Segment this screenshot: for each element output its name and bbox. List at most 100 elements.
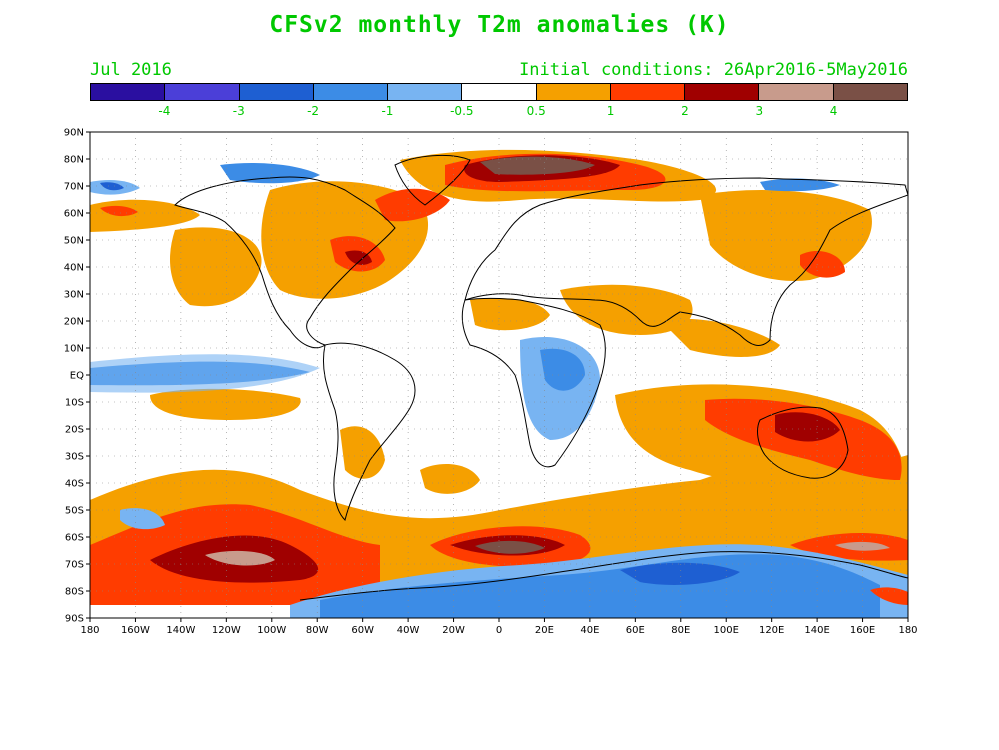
color-scale-tick-label: 1 (606, 104, 615, 118)
longitude-labels: 180 160W 140W 120W 100W 80W 60W 40W 20W 0 20E 40E 60… (80, 625, 917, 636)
anomaly-region (660, 318, 780, 357)
latitude-label: 50N (64, 236, 84, 247)
graticule (86, 131, 909, 622)
latitude-labels: 90N 80N 70N 60N 50N 40N 30N 20N 10N EQ 10S 20S 30S 40… (64, 128, 84, 625)
coastline-australia (757, 406, 849, 479)
color-swatch (312, 84, 388, 100)
color-swatch (164, 84, 239, 100)
anomaly-region (120, 508, 165, 530)
anomaly-region (90, 354, 320, 393)
coastline-antarctica (299, 551, 908, 601)
coastlines (174, 155, 908, 601)
latitude-label: 50S (65, 506, 84, 517)
anomaly-region (775, 412, 840, 442)
latitude-label: 40S (65, 479, 84, 490)
anomaly-region (100, 205, 138, 217)
coastline-europe-asia (464, 177, 908, 346)
latitude-label: 20S (65, 425, 84, 436)
latitude-label: 80S (65, 587, 84, 598)
initial-conditions: Initial conditions: 26Apr2016-5May2016 (519, 60, 908, 80)
color-swatch (91, 84, 165, 100)
latitude-label: 30N (64, 290, 84, 301)
latitude-label: 70S (65, 560, 84, 571)
longitude-label: 100W (257, 625, 286, 636)
latitude-label: 60N (64, 209, 84, 220)
color-scale-tick-label: -4 (158, 104, 171, 118)
longitude-label: 160E (850, 625, 875, 636)
anomaly-region (870, 587, 908, 605)
color-swatch (832, 84, 907, 100)
longitude-label: 120E (759, 625, 784, 636)
anomaly-region (205, 550, 275, 566)
anomaly-region (345, 250, 372, 265)
anomaly-field (90, 149, 908, 618)
anomaly-region (320, 554, 880, 618)
coastline-south-america (322, 342, 416, 521)
longitude-label: 140W (166, 625, 195, 636)
color-scale-tick-label: -1 (381, 104, 394, 118)
anomaly-region (220, 163, 320, 184)
latitude-label: 90S (65, 614, 84, 625)
anomaly-region (170, 227, 262, 307)
color-swatch (387, 84, 462, 100)
color-scale-tick-label: 0.5 (526, 104, 546, 118)
anomaly-region (540, 348, 585, 391)
map-title: CFSv2 monthly T2m anomalies (K) (269, 12, 730, 38)
anomaly-region (560, 284, 693, 335)
coastline-greenland (394, 155, 471, 206)
color-swatch (609, 84, 685, 100)
coastline-africa (461, 298, 606, 468)
color-scale-tick-label: 3 (755, 104, 764, 118)
color-scale-tick-label: -2 (307, 104, 320, 118)
longitude-label: 80W (306, 625, 329, 636)
longitude-label: 20E (535, 625, 554, 636)
anomaly-region (150, 388, 301, 420)
longitude-label: 0 (496, 625, 502, 636)
latitude-label: 10N (64, 344, 84, 355)
longitude-label: 60W (351, 625, 374, 636)
longitude-label: 60E (626, 625, 645, 636)
anomaly-region (480, 156, 595, 175)
anomaly-region (800, 251, 845, 278)
color-swatch (684, 84, 759, 100)
color-scale-tick-label: -3 (232, 104, 245, 118)
color-scale-labels: -4 -3 -2 -1 -0.5 0.5 1 2 3 4 (90, 104, 908, 120)
anomaly-region (620, 562, 740, 585)
longitude-label: 80E (671, 625, 690, 636)
color-scale-tick-label: 4 (829, 104, 838, 118)
latitude-label: 10S (65, 398, 84, 409)
anomaly-region (340, 426, 385, 479)
color-swatch (461, 84, 536, 100)
color-scale-bar (90, 83, 908, 101)
anomaly-region (760, 178, 840, 192)
coastline-north-america (174, 176, 396, 349)
longitude-label: 20W (442, 625, 465, 636)
color-swatch (535, 84, 610, 100)
longitude-label: 40W (397, 625, 420, 636)
latitude-label: 70N (64, 182, 84, 193)
anomaly-region (470, 298, 550, 331)
anomaly-region (420, 464, 480, 494)
latitude-label: 30S (65, 452, 84, 463)
anomaly-region (475, 540, 545, 554)
longitude-label: 160W (121, 625, 150, 636)
latitude-label: 40N (64, 263, 84, 274)
longitude-label: 140E (804, 625, 829, 636)
anomaly-region (100, 182, 124, 191)
longitude-label: 40E (580, 625, 599, 636)
longitude-label: 120W (212, 625, 241, 636)
color-scale-tick-label: -0.5 (450, 104, 474, 118)
color-swatch (758, 84, 833, 100)
latitude-label: EQ (70, 371, 84, 382)
latitude-label: 60S (65, 533, 84, 544)
color-scale-tick-label: 2 (681, 104, 689, 118)
color-swatch (238, 84, 313, 100)
longitude-label: 180 (898, 625, 917, 636)
latitude-label: 80N (64, 155, 84, 166)
anomaly-region (375, 188, 450, 222)
longitude-label: 100E (714, 625, 739, 636)
latitude-label: 20N (64, 317, 84, 328)
latitude-label: 90N (64, 128, 84, 139)
longitude-label: 180 (80, 625, 99, 636)
